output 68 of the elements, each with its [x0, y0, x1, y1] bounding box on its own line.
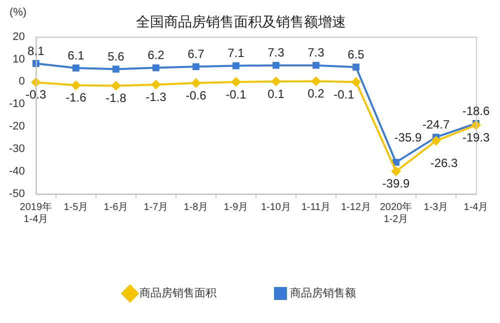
data-label: -0.3 [26, 88, 47, 102]
legend-label: 商品房销售面积 [140, 286, 216, 300]
point [232, 62, 240, 70]
point [111, 81, 120, 90]
point [192, 63, 200, 70]
data-label: 8.1 [28, 44, 45, 58]
data-label: -0.1 [334, 87, 355, 102]
point [71, 80, 80, 90]
point [391, 166, 400, 176]
point [311, 76, 320, 86]
point [151, 80, 160, 90]
y-tick-label: 20 [12, 30, 25, 43]
point [312, 62, 320, 69]
point [392, 158, 400, 166]
x-tick-label: 1-5月 [64, 202, 88, 213]
point [32, 60, 40, 67]
data-label: 6.7 [188, 46, 205, 61]
data-label: 6.1 [68, 48, 85, 62]
point [352, 64, 360, 71]
x-tick-label: 1-12月 [340, 202, 371, 213]
x-tick-label: 2020年 1-2月 [380, 200, 412, 225]
x-tick-label: 1-4月 [464, 202, 488, 213]
data-label: -19.3 [462, 130, 490, 144]
data-label: -18.6 [462, 104, 490, 118]
chart-title: 全国商品房销售面积及销售额增速 [136, 13, 346, 30]
point [431, 136, 440, 146]
x-tick-label: 1-6月 [104, 202, 128, 213]
legend-label: 商品房销售额 [290, 286, 356, 300]
data-label: -0.6 [186, 88, 207, 102]
x-tick-label: 1-10月 [260, 202, 291, 213]
data-label: -1.3 [146, 90, 167, 104]
x-tick-label: 1-7月 [144, 202, 168, 213]
data-label: 7.1 [228, 46, 245, 60]
y-axis-title: (%) [9, 6, 27, 19]
data-label: 7.3 [268, 46, 285, 60]
point [152, 64, 160, 72]
point [112, 66, 120, 73]
x-tick-label: 2019年 1-4月 [20, 200, 52, 225]
point [271, 76, 280, 86]
data-label: -0.1 [226, 87, 247, 102]
data-label: -39.9 [382, 176, 410, 191]
data-label: -1.6 [66, 90, 87, 105]
point [351, 77, 360, 86]
y-tick-label: -50 [8, 188, 25, 200]
data-label: 6.2 [148, 48, 165, 62]
x-tick-label: 1-9月 [224, 202, 248, 213]
x-tick-label: 1-8月 [184, 202, 208, 213]
data-label: -24.7 [422, 117, 450, 132]
data-label: 5.6 [108, 49, 125, 64]
y-tick-label: 0 [18, 76, 25, 88]
y-tick-label: -10 [8, 98, 25, 110]
x-tick-label: 1-3月 [424, 202, 448, 213]
data-label: 0.2 [308, 86, 325, 101]
point [191, 78, 200, 88]
data-label: 7.3 [308, 46, 325, 60]
point [231, 77, 240, 86]
y-tick-label: -40 [8, 166, 25, 178]
point [72, 64, 80, 72]
y-tick-label: 10 [12, 53, 25, 66]
data-label: -35.9 [394, 130, 422, 145]
data-label: 6.5 [348, 47, 365, 62]
data-label: -1.8 [106, 91, 127, 106]
point [272, 62, 280, 69]
y-tick-label: -20 [8, 120, 25, 133]
x-tick-label: 1-11月 [301, 202, 331, 213]
data-label: -26.3 [430, 156, 458, 170]
data-label: 0.1 [268, 86, 285, 101]
y-tick-label: -30 [8, 143, 25, 156]
